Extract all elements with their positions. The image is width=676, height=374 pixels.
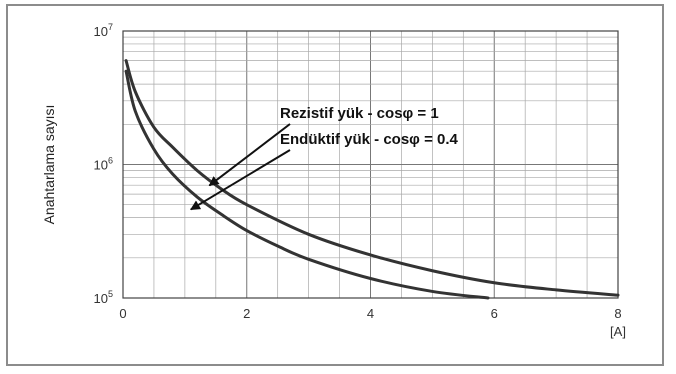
- annotation-label: Rezistif yük - cosφ = 1: [280, 105, 439, 122]
- y-tick-mantissa: 10: [94, 24, 108, 39]
- series-line-1: [124, 59, 620, 297]
- annotations: Rezistif yük - cosφ = 1 Endüktif yük - co…: [190, 105, 459, 211]
- x-tick-label: 2: [243, 306, 250, 321]
- x-axis-unit: [A]: [610, 324, 626, 339]
- x-tick-label: 6: [491, 306, 498, 321]
- y-tick-label: 105: [94, 289, 113, 306]
- y-tick-mantissa: 10: [94, 158, 108, 173]
- annotation-label: Endüktif yük - cosφ = 0.4: [280, 131, 459, 148]
- y-tick-exponent: 5: [108, 289, 113, 299]
- y-tick-exponent: 7: [108, 22, 113, 32]
- y-axis-label: Anahtarlama sayısı: [41, 105, 57, 225]
- x-tick-label: 8: [614, 306, 621, 321]
- annotation-arrow: [190, 149, 291, 211]
- plot-area: [122, 30, 619, 299]
- chart-frame: 0 2 4 6 8 105 106 107 Anahtarlama sayısı [A] Re…: [6, 4, 664, 366]
- grid-lines: [122, 30, 619, 299]
- y-tick-label: 107: [94, 22, 113, 39]
- series-layer: [124, 59, 620, 300]
- y-tick-mantissa: 10: [94, 291, 108, 306]
- x-tick-label: 4: [367, 306, 374, 321]
- x-tick-label: 0: [119, 306, 126, 321]
- series-line-2: [124, 69, 490, 300]
- annotation-arrow: [208, 123, 291, 187]
- y-tick-exponent: 6: [108, 156, 113, 166]
- y-tick-label: 106: [94, 156, 113, 173]
